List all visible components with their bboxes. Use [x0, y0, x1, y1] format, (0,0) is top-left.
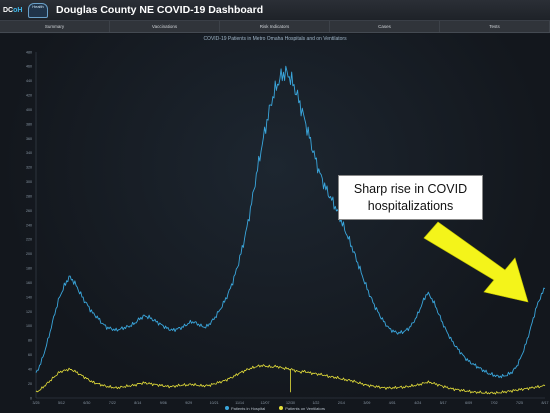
x-tick-label: 3/25	[33, 401, 40, 405]
app-title: Douglas County NE COVID-19 Dashboard	[56, 4, 264, 16]
y-tick-label: 340	[26, 151, 32, 155]
x-tick-label: 2/14	[338, 401, 345, 405]
y-tick-label: 120	[26, 310, 32, 314]
x-tick-label: 10/21	[210, 401, 219, 405]
x-tick-label: 12/30	[286, 401, 295, 405]
x-tick-label: 1/22	[312, 401, 319, 405]
x-tick-label: 8/14	[134, 401, 141, 405]
x-tick-label: 4/01	[389, 401, 396, 405]
y-tick-label: 40	[28, 367, 32, 371]
legend-item-hospital[interactable]: Patients in Hospital	[224, 404, 266, 412]
legend-label-hospital: Patients in Hospital	[230, 405, 266, 411]
x-tick-label: 5/17	[440, 401, 447, 405]
y-tick-label: 160	[26, 281, 32, 285]
x-tick-label: 3/09	[363, 401, 370, 405]
annotation-line-1: Sharp rise in COVID	[353, 182, 468, 196]
y-tick-label: 320	[26, 166, 32, 170]
x-tick-label: 6/09	[465, 401, 472, 405]
hospital-series-line	[35, 65, 546, 379]
legend-swatch-hospital	[224, 406, 229, 410]
annotation-line-2: hospitalizations	[367, 199, 454, 213]
y-tick-label: 0	[30, 396, 32, 400]
y-tick-label: 280	[26, 194, 32, 198]
y-tick-label: 180	[26, 267, 32, 271]
logo-text: DC	[3, 7, 14, 14]
tab-summary[interactable]: Summary	[0, 21, 110, 32]
x-tick-label: 12/07	[261, 401, 270, 405]
tab-vaccinations[interactable]: Vaccinations	[110, 21, 220, 32]
y-tick-label: 220	[26, 238, 32, 242]
tab-risk-indicators[interactable]: Risk Indicators	[220, 21, 330, 32]
dc-logo[interactable]: DCoH	[3, 3, 27, 18]
x-tick-label: 9/06	[160, 401, 167, 405]
x-tick-label: 9/29	[185, 401, 192, 405]
y-tick-label: 200	[26, 252, 32, 256]
y-tick-label: 460	[26, 65, 32, 69]
x-tick-label: 7/02	[491, 401, 498, 405]
logo-accent-text: oH	[13, 7, 23, 14]
x-tick-label: 7/22	[109, 401, 116, 405]
y-tick-label: 480	[26, 50, 32, 54]
legend-item-ventilators[interactable]: Patients on Ventilators	[279, 404, 325, 412]
health-badge-logo: Health	[28, 3, 48, 18]
chart-legend: Patients in Hospital Patients on Ventila…	[0, 404, 550, 412]
y-tick-label: 360	[26, 137, 32, 141]
health-badge-text: Health	[32, 4, 44, 9]
chart-panel	[0, 34, 550, 413]
chart-title: COVID-19 Patients in Metro Omaha Hospita…	[203, 36, 347, 42]
x-tick-label: 7/25	[516, 401, 523, 405]
tab-cases[interactable]: Cases	[330, 21, 440, 32]
x-tick-label: 5/12	[58, 401, 65, 405]
x-tick-label: 8/17	[542, 401, 549, 405]
x-tick-label: 6/30	[83, 401, 90, 405]
y-tick-label: 80	[28, 339, 32, 343]
y-tick-label: 100	[26, 324, 32, 328]
title-bar: DCoH Health Douglas County NE COVID-19 D…	[0, 0, 550, 21]
x-tick-label: 4/24	[414, 401, 421, 405]
y-tick-label: 380	[26, 122, 32, 126]
y-tick-label: 420	[26, 94, 32, 98]
y-tick-label: 260	[26, 209, 32, 213]
y-tick-label: 440	[26, 79, 32, 83]
y-tick-label: 400	[26, 108, 32, 112]
y-tick-label: 60	[28, 353, 32, 357]
legend-swatch-ventilators	[279, 406, 284, 410]
y-tick-label: 240	[26, 223, 32, 227]
y-tick-label: 140	[26, 295, 32, 299]
y-tick-label: 20	[28, 382, 32, 386]
annotation-callout: Sharp rise in COVID hospitalizations	[338, 175, 483, 220]
annotation-arrow	[423, 221, 529, 303]
x-tick-label: 11/14	[235, 401, 244, 405]
y-tick-label: 300	[26, 180, 32, 184]
legend-label-ventilators: Patients on Ventilators	[285, 405, 326, 411]
